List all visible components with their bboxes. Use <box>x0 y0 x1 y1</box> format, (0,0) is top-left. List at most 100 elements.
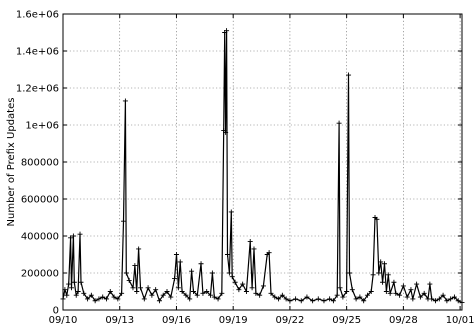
data-point-marker <box>357 294 363 300</box>
data-point-marker <box>421 290 427 296</box>
data-point-marker <box>330 298 336 304</box>
x-tick-label: 09/25 <box>332 315 361 326</box>
data-point-marker <box>173 252 179 257</box>
data-point-marker <box>400 283 406 289</box>
data-point-marker <box>138 285 144 291</box>
tick-label-layer: 0 200000 400000 600000 800000 1e+06 1.2e+06 1.4… <box>16 10 474 327</box>
data-point-marker <box>215 296 221 302</box>
data-point-marker <box>433 298 439 304</box>
data-point-marker <box>115 296 121 302</box>
x-tick-label: 10/01 <box>446 315 474 326</box>
data-point-marker <box>380 279 386 285</box>
series-layer <box>60 28 465 306</box>
data-point-marker <box>440 292 446 298</box>
y-tick-label: 1.4e+06 <box>16 47 59 58</box>
data-point-marker <box>177 259 183 265</box>
data-point-marker <box>240 281 246 287</box>
y-tick-label: 1e+06 <box>25 121 59 132</box>
data-point-marker <box>223 129 229 135</box>
data-point-marker <box>298 298 304 304</box>
y-tick-label: 200000 <box>21 269 59 280</box>
data-point-marker <box>340 294 346 300</box>
data-point-marker <box>207 292 213 298</box>
data-point-marker <box>172 276 178 282</box>
data-point-marker <box>68 235 74 241</box>
data-point-marker <box>92 298 98 304</box>
data-point-marker <box>122 98 128 104</box>
data-point-marker <box>427 281 433 287</box>
data-point-marker <box>226 270 232 276</box>
data-point-marker <box>130 285 136 291</box>
data-point-marker <box>436 296 442 302</box>
data-point-marker <box>88 292 94 298</box>
data-point-marker <box>381 261 387 267</box>
data-point-marker <box>321 298 327 304</box>
data-point-marker <box>228 209 234 215</box>
tick-layer <box>62 13 462 311</box>
data-point-marker <box>247 239 253 245</box>
data-point-marker <box>160 292 166 298</box>
x-tick-label: 09/16 <box>162 315 191 326</box>
x-tick-label: 09/22 <box>276 315 305 326</box>
data-point-marker <box>187 296 193 302</box>
data-point-marker <box>126 277 132 283</box>
y-tick-label: 600000 <box>21 195 59 206</box>
data-point-marker <box>69 285 75 291</box>
data-point-marker <box>387 290 393 296</box>
data-point-marker <box>64 292 70 298</box>
data-point-marker <box>232 279 238 285</box>
data-point-marker <box>179 289 185 294</box>
data-point-marker <box>397 292 403 298</box>
data-point-marker <box>121 218 127 224</box>
y-tick-label: 400000 <box>21 232 59 243</box>
data-point-marker <box>276 296 282 302</box>
data-point-marker <box>107 289 113 294</box>
data-point-marker <box>164 289 170 294</box>
y-tick-label: 1.6e+06 <box>16 10 59 21</box>
data-point-marker <box>344 289 350 294</box>
y-tick-label: 800000 <box>21 158 59 169</box>
data-point-marker <box>189 268 195 274</box>
data-point-marker <box>249 285 255 291</box>
data-point-marker <box>391 279 397 285</box>
data-point-marker <box>145 285 151 291</box>
data-point-marker <box>293 296 299 302</box>
x-tick-label: 09/10 <box>49 315 78 326</box>
data-point-marker <box>224 28 230 34</box>
x-tick-label: 09/19 <box>219 315 248 326</box>
data-point-marker <box>78 279 84 285</box>
data-point-marker <box>183 292 189 298</box>
data-point-marker <box>168 294 174 300</box>
data-point-marker <box>111 294 117 300</box>
data-point-marker <box>417 294 423 300</box>
data-point-marker <box>209 270 215 276</box>
series-line <box>62 30 463 304</box>
data-point-marker <box>75 289 81 294</box>
data-point-marker <box>190 289 196 294</box>
data-point-marker <box>336 120 342 126</box>
data-point-marker <box>204 289 210 294</box>
data-point-marker <box>219 290 225 296</box>
data-point-marker <box>100 294 106 300</box>
data-point-marker <box>408 287 414 293</box>
data-point-marker <box>455 298 461 304</box>
data-point-marker <box>272 294 278 300</box>
data-point-marker <box>123 270 129 276</box>
data-point-marker <box>103 296 109 302</box>
data-point-marker <box>414 281 420 287</box>
data-point-marker <box>243 289 249 294</box>
data-point-marker <box>268 290 274 296</box>
data-point-marker <box>251 246 257 252</box>
data-point-marker <box>149 292 155 298</box>
data-point-marker <box>346 270 352 276</box>
data-point-marker <box>156 298 162 304</box>
y-axis-label: Number of Prefix Updates <box>6 98 17 227</box>
data-point-marker <box>253 290 259 296</box>
data-point-marker <box>257 292 263 298</box>
data-point-marker <box>134 289 140 294</box>
y-tick-label: 0 <box>53 306 59 317</box>
y-tick-label: 1.2e+06 <box>16 84 59 95</box>
data-point-marker <box>346 72 352 78</box>
data-point-marker <box>70 233 76 239</box>
data-point-marker <box>85 296 91 302</box>
